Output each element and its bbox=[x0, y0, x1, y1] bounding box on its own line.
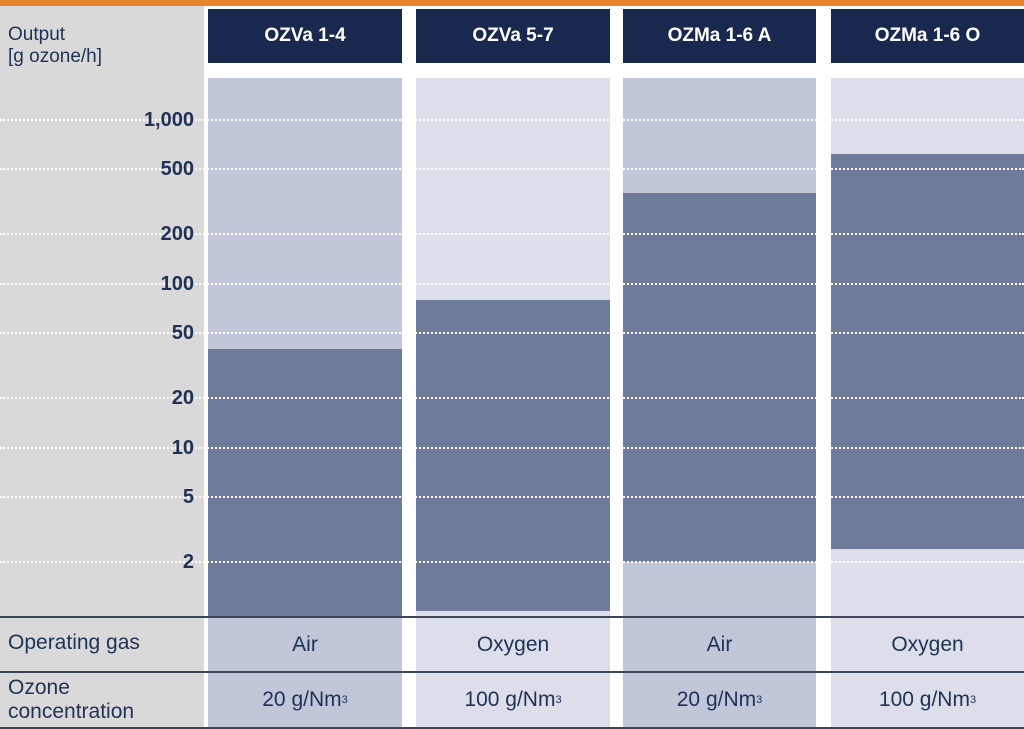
ozone-concentration-cell: 100 g/Nm 3 bbox=[831, 673, 1024, 727]
gridline bbox=[0, 283, 1024, 285]
axis-label-panel bbox=[0, 6, 204, 729]
column-header: OZMa 1-6 A bbox=[623, 9, 816, 63]
table-separator-top bbox=[0, 616, 1024, 618]
y-tick-label: 10 bbox=[171, 437, 194, 459]
column-header: OZVa 1-4 bbox=[208, 9, 402, 63]
ozone-concentration-row-label: Ozone concentration bbox=[8, 676, 134, 724]
output-range-bar bbox=[416, 299, 610, 612]
ozone-concentration-cell: 20 g/Nm 3 bbox=[623, 673, 816, 727]
output-range-bar bbox=[208, 348, 402, 616]
concentration-value: 100 g/Nm bbox=[464, 688, 556, 711]
operating-gas-row-label: Operating gas bbox=[8, 631, 140, 654]
y-tick-label: 500 bbox=[160, 158, 194, 180]
gridline bbox=[0, 496, 1024, 498]
operating-gas-cell: Air bbox=[623, 618, 816, 671]
y-axis-title: Output [g ozone/h] bbox=[8, 24, 102, 68]
y-tick-label: 20 bbox=[171, 387, 194, 409]
y-tick-label: 50 bbox=[171, 322, 194, 344]
concentration-value: 20 g/Nm bbox=[676, 688, 757, 711]
operating-gas-cell: Air bbox=[208, 618, 402, 671]
column-header: OZMa 1-6 O bbox=[831, 9, 1024, 63]
output-range-bar bbox=[623, 192, 816, 562]
gridline bbox=[0, 447, 1024, 449]
ozone-concentration-label-line1: Ozone bbox=[8, 676, 70, 699]
y-tick-label: 1,000 bbox=[143, 109, 194, 131]
operating-gas-cell: Oxygen bbox=[831, 618, 1024, 671]
output-range-bar bbox=[831, 153, 1024, 550]
table-separator-middle bbox=[0, 671, 1024, 673]
gridline bbox=[0, 332, 1024, 334]
column-header: OZVa 5-7 bbox=[416, 9, 610, 63]
y-tick-label: 2 bbox=[182, 551, 194, 573]
ozone-concentration-label-line2: concentration bbox=[8, 700, 135, 723]
gridline bbox=[0, 119, 1024, 121]
gridline bbox=[0, 233, 1024, 235]
gridline bbox=[0, 561, 1024, 563]
y-tick-label: 200 bbox=[160, 223, 194, 245]
y-tick-label: 100 bbox=[160, 273, 194, 295]
gridline bbox=[0, 168, 1024, 170]
gridline bbox=[0, 397, 1024, 399]
y-axis-title-line1: Output bbox=[8, 24, 66, 45]
ozone-concentration-cell: 20 g/Nm 3 bbox=[208, 673, 402, 727]
operating-gas-cell: Oxygen bbox=[416, 618, 610, 671]
accent-top-line bbox=[0, 0, 1024, 6]
y-tick-label: 5 bbox=[182, 486, 194, 508]
concentration-value: 100 g/Nm bbox=[878, 688, 970, 711]
concentration-value: 20 g/Nm bbox=[262, 688, 342, 711]
y-axis-title-line2: [g ozone/h] bbox=[8, 46, 103, 67]
table-separator-bottom bbox=[0, 727, 1024, 729]
ozone-concentration-cell: 100 g/Nm 3 bbox=[416, 673, 610, 727]
